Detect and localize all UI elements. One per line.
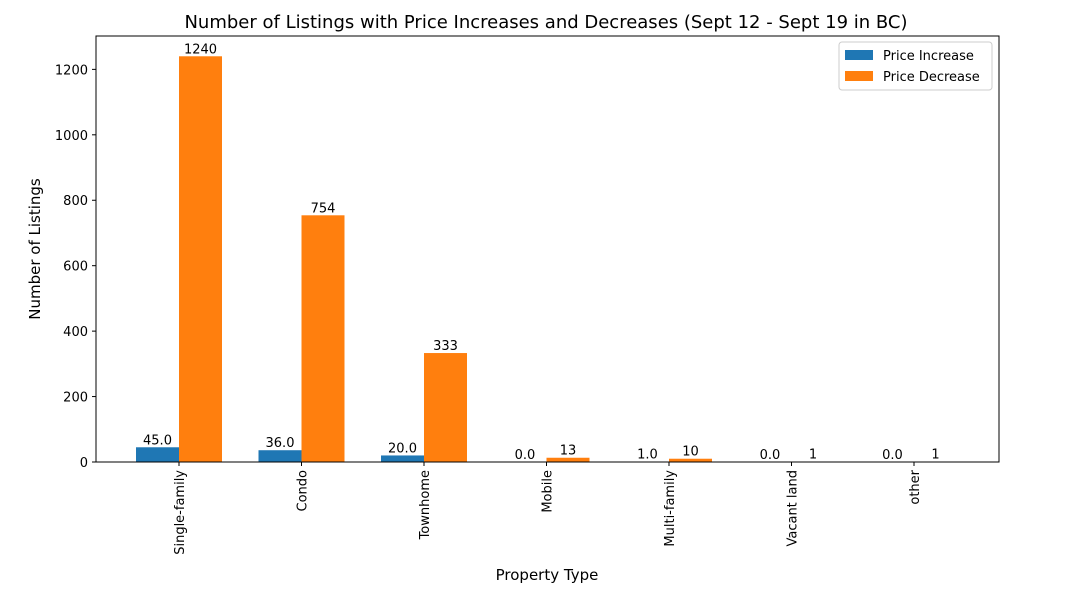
bar-decrease-2 bbox=[424, 353, 467, 462]
y-tick-label-1200: 1200 bbox=[55, 63, 88, 78]
legend-label-0: Price Increase bbox=[883, 49, 974, 64]
x-tick-label-3: Mobile bbox=[541, 470, 556, 513]
data-label-increase-3: 0.0 bbox=[515, 448, 536, 463]
axes-frame bbox=[96, 36, 999, 462]
data-label-decrease-3: 13 bbox=[560, 444, 577, 459]
data-label-decrease-0: 1240 bbox=[184, 42, 217, 57]
data-label-decrease-1: 754 bbox=[311, 201, 336, 216]
bar-increase-0 bbox=[136, 447, 179, 462]
data-label-increase-2: 20.0 bbox=[388, 441, 417, 456]
y-tick-label-400: 400 bbox=[63, 325, 88, 340]
bar-increase-1 bbox=[259, 450, 302, 462]
data-label-decrease-2: 333 bbox=[433, 339, 458, 354]
y-tick-label-200: 200 bbox=[63, 391, 88, 406]
data-label-decrease-6: 1 bbox=[931, 448, 939, 463]
data-label-increase-6: 0.0 bbox=[882, 448, 903, 463]
data-label-decrease-4: 10 bbox=[682, 445, 699, 460]
y-tick-label-800: 800 bbox=[63, 194, 88, 209]
x-tick-label-2: Townhome bbox=[418, 470, 433, 540]
data-label-increase-0: 45.0 bbox=[143, 433, 172, 448]
legend-swatch-1 bbox=[845, 71, 873, 81]
legend-swatch-0 bbox=[845, 50, 873, 60]
x-tick-label-6: other bbox=[908, 469, 923, 504]
data-label-increase-1: 36.0 bbox=[266, 436, 295, 451]
legend: Price Increase Price Decrease bbox=[839, 42, 992, 90]
bar-decrease-0 bbox=[179, 56, 222, 462]
data-label-decrease-5: 1 bbox=[809, 448, 817, 463]
chart-title: Number of Listings with Price Increases … bbox=[184, 12, 907, 33]
x-tick-label-5: Vacant land bbox=[786, 470, 801, 547]
y-tick-label-1000: 1000 bbox=[55, 129, 88, 144]
data-label-increase-5: 0.0 bbox=[760, 448, 781, 463]
y-tick-label-600: 600 bbox=[63, 260, 88, 275]
y-axis-label: Number of Listings bbox=[26, 178, 44, 320]
x-axis-label: Property Type bbox=[496, 566, 599, 584]
bar-decrease-1 bbox=[302, 215, 345, 462]
x-tick-label-1: Condo bbox=[296, 470, 311, 512]
x-tick-label-4: Multi-family bbox=[663, 470, 678, 547]
x-tick-label-0: Single-family bbox=[173, 470, 188, 555]
legend-label-1: Price Decrease bbox=[883, 70, 980, 85]
data-label-increase-4: 1.0 bbox=[637, 448, 658, 463]
y-tick-label-0: 0 bbox=[80, 456, 88, 471]
